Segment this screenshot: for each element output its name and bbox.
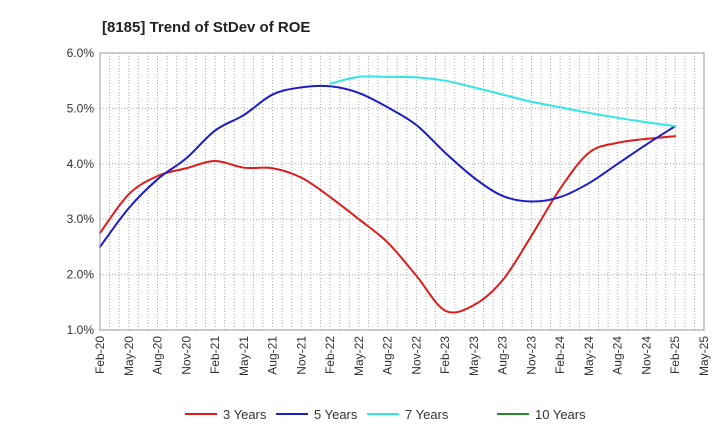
x-tick-label: Feb-21	[208, 336, 222, 374]
legend: 3 Years 5 Years 7 Years 10 Years	[185, 407, 586, 422]
legend-item-5-years: 5 Years	[276, 407, 358, 422]
x-tick-label: Aug-21	[266, 336, 280, 375]
x-tick-label: May-24	[582, 336, 596, 376]
series-line-3-years	[99, 135, 677, 314]
series-line-5-years	[99, 84, 677, 248]
x-tick-label: Aug-24	[611, 336, 625, 375]
legend-item-10-years: 10 Years	[497, 407, 586, 422]
x-tick-label: May-20	[122, 336, 136, 376]
legend-label: 7 Years	[405, 407, 449, 422]
x-tick-label: Nov-20	[179, 336, 193, 375]
x-tick-label: Nov-24	[639, 336, 653, 375]
y-tick-label: 4.0%	[67, 157, 95, 171]
x-tick-label: May-22	[352, 336, 366, 376]
y-tick-label: 6.0%	[67, 46, 95, 60]
legend-label: 10 Years	[535, 407, 586, 422]
x-tick-label: Aug-23	[496, 336, 510, 375]
chart-title: [8185] Trend of StDev of ROE	[102, 19, 310, 36]
x-tick-label: Feb-24	[553, 336, 567, 374]
legend-label: 3 Years	[223, 407, 267, 422]
x-tick-label: Feb-22	[323, 336, 337, 374]
y-tick-label: 1.0%	[67, 323, 95, 337]
x-tick-label: Feb-23	[438, 336, 452, 374]
x-tick-label: May-23	[467, 336, 481, 376]
y-tick-label: 5.0%	[67, 101, 95, 115]
series-line-7-years	[329, 75, 677, 128]
x-tick-label: Nov-22	[409, 336, 423, 375]
x-tick-label: Feb-25	[668, 336, 682, 374]
y-tick-label: 3.0%	[67, 212, 95, 226]
x-tick-label: May-21	[237, 336, 251, 376]
x-tick-label: Nov-23	[524, 336, 538, 375]
x-tick-label: Feb-20	[93, 336, 107, 374]
x-axis: Feb-20 May-20 Aug-20 Nov-20 Feb-21 May-21 Aug-…	[93, 336, 711, 376]
legend-item-3-years: 3 Years	[185, 407, 267, 422]
x-tick-label: Aug-20	[151, 336, 165, 375]
y-axis: 1.0% 2.0% 3.0% 4.0% 5.0% 6.0%	[67, 46, 95, 337]
x-tick-label: May-25	[697, 336, 711, 376]
plot-area	[99, 52, 705, 331]
legend-label: 5 Years	[314, 407, 358, 422]
x-tick-label: Nov-21	[294, 336, 308, 375]
legend-item-7-years: 7 Years	[367, 407, 449, 422]
grid	[99, 52, 705, 331]
x-tick-label: Aug-22	[381, 336, 395, 375]
series-lines	[99, 75, 677, 314]
y-tick-label: 2.0%	[67, 268, 95, 282]
